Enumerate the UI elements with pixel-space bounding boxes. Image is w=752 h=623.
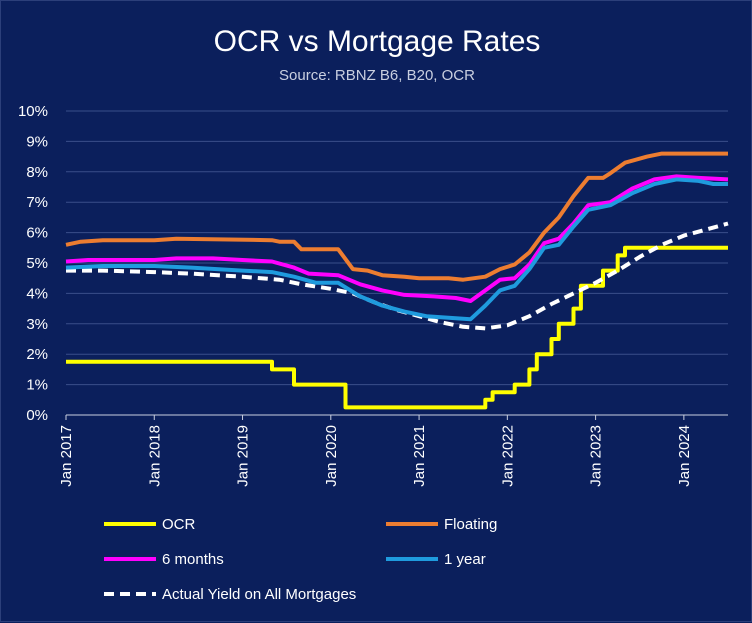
legend-label: 6 months [162,551,224,568]
series-lines [65,151,729,410]
legend-label: OCR [162,516,196,533]
x-tick-label: Jan 2021 [411,425,428,487]
chart-subtitle: Source: RBNZ B6, B20, OCR [279,67,475,84]
y-tick-label: 3% [26,316,48,333]
series-line-actual-yield-on-all-mortgages [66,221,729,331]
y-tick-label: 7% [26,194,48,211]
series-line-ocr [66,245,728,410]
y-tick-label: 2% [26,346,48,363]
series-line-6-months [65,174,729,303]
y-tick-label: 1% [26,377,48,394]
x-tick-label: Jan 2020 [323,425,340,487]
x-axis-ticks: Jan 2017 Jan 2018 Jan 2019 Jan 2020 Jan 2021… [58,415,693,487]
y-tick-label: 5% [26,255,48,272]
y-tick-label: 6% [26,225,48,242]
legend-label: Floating [444,516,497,533]
y-tick-label: 8% [26,164,48,181]
series-line-1-year [65,177,728,322]
x-tick-label: Jan 2018 [146,425,163,487]
x-tick-label: Jan 2019 [235,425,252,487]
x-tick-label: Jan 2017 [58,425,75,487]
x-tick-label: Jan 2023 [588,425,605,487]
legend-label: Actual Yield on All Mortgages [162,586,356,603]
y-tick-label: 9% [26,133,48,150]
y-tick-label: 10% [18,103,48,120]
series-line-floating [65,151,728,282]
y-tick-label: 4% [26,285,48,302]
y-tick-label: 0% [26,407,48,424]
x-tick-label: Jan 2024 [676,425,693,487]
legend: OCR Floating 6 months 1 year Actual Yield on… [104,516,497,603]
legend-label: 1 year [444,551,486,568]
chart-title: OCR vs Mortgage Rates [214,25,541,58]
gridlines [66,110,728,416]
x-tick-label: Jan 2022 [499,425,516,487]
y-axis-ticks: 0% 1% 2% 3% 4% 5% 6% 7% 8% 9% 10% [18,103,48,424]
